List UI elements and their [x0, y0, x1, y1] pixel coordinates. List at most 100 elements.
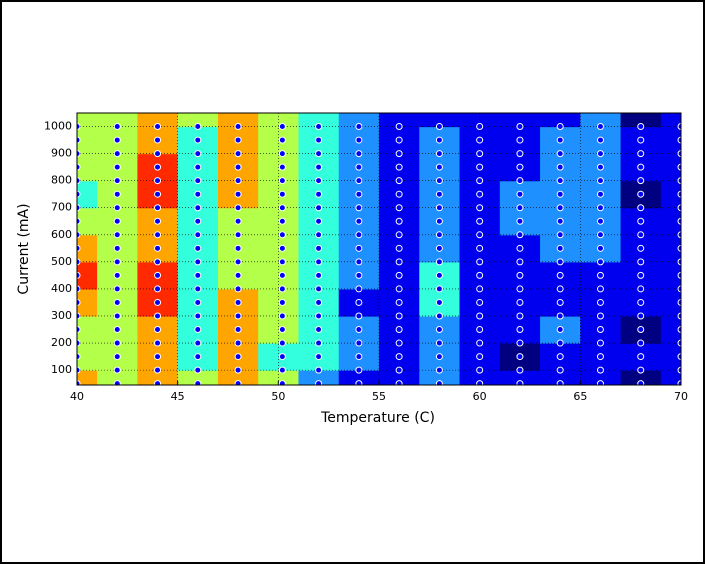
sample-point [234, 190, 242, 198]
sample-point [278, 136, 286, 144]
contour-cell [137, 370, 179, 385]
contour-cell [177, 113, 219, 128]
sample-point [637, 312, 645, 320]
x-axis-label: Temperature (C) [320, 410, 435, 426]
sample-point [315, 258, 323, 266]
sample-point [315, 163, 323, 171]
y-tick-label: 1000 [44, 120, 72, 133]
contour-cell [77, 370, 98, 385]
sample-point [113, 298, 121, 306]
sample-point [516, 339, 524, 347]
contour-cell [660, 207, 681, 236]
sample-point [355, 177, 363, 185]
sample-point [516, 190, 524, 198]
sample-point [154, 177, 162, 185]
sample-point [194, 285, 202, 293]
sample-point [637, 163, 645, 171]
sample-point [596, 231, 604, 239]
sample-point [637, 298, 645, 306]
sample-point [77, 339, 81, 347]
contour-cell [580, 113, 622, 128]
sample-point [476, 366, 484, 374]
sample-point [476, 285, 484, 293]
sample-point [476, 190, 484, 198]
sample-point [355, 366, 363, 374]
sample-point [355, 285, 363, 293]
sample-point [154, 353, 162, 361]
sample-point [435, 298, 443, 306]
sample-point [596, 150, 604, 158]
sample-point [677, 258, 681, 266]
sample-point [435, 353, 443, 361]
sample-point [516, 298, 524, 306]
sample-point [154, 271, 162, 279]
sample-point [637, 150, 645, 158]
sample-point [556, 353, 564, 361]
sample-point [278, 298, 286, 306]
sample-point [596, 366, 604, 374]
sample-point [596, 285, 604, 293]
sample-point [278, 366, 286, 374]
sample-point [637, 326, 645, 334]
contour-cell [499, 113, 541, 128]
sample-point [278, 326, 286, 334]
sample-point [476, 339, 484, 347]
contour-cell [540, 370, 581, 385]
sample-point [596, 163, 604, 171]
sample-point [194, 326, 202, 334]
sample-point [556, 380, 564, 385]
y-tick-label: 600 [51, 228, 72, 241]
sample-point [194, 123, 202, 131]
sample-point [234, 217, 242, 225]
contour-cell [660, 153, 681, 182]
contour-cell [620, 370, 662, 385]
sample-point [355, 231, 363, 239]
sample-point [113, 312, 121, 320]
sample-point [435, 217, 443, 225]
sample-point [278, 380, 286, 385]
sample-point [154, 231, 162, 239]
sample-point [435, 326, 443, 334]
sample-point [596, 353, 604, 361]
y-tick-label: 800 [51, 174, 72, 187]
sample-point [154, 163, 162, 171]
sample-point [154, 217, 162, 225]
sample-points [77, 123, 681, 385]
x-tick-label: 70 [674, 390, 688, 403]
contour-cell [258, 207, 300, 236]
sample-point [677, 353, 681, 361]
sample-point [395, 190, 403, 198]
y-tick-label: 400 [51, 282, 72, 295]
contour-cell [77, 113, 98, 128]
sample-point [77, 312, 81, 320]
sample-point [395, 150, 403, 158]
sample-point [355, 136, 363, 144]
sample-point [77, 353, 81, 361]
sample-point [677, 285, 681, 293]
contour-cell [660, 288, 681, 317]
sample-point [315, 326, 323, 334]
sample-point [637, 136, 645, 144]
sample-point [113, 163, 121, 171]
sample-point [556, 298, 564, 306]
sample-point [154, 366, 162, 374]
sample-point [113, 136, 121, 144]
sample-point [556, 231, 564, 239]
contour-cell [660, 315, 681, 344]
sample-point [154, 150, 162, 158]
contour-cell [258, 126, 300, 155]
x-tick-label: 60 [473, 390, 487, 403]
sample-point [194, 190, 202, 198]
sample-point [596, 177, 604, 185]
sample-point [278, 150, 286, 158]
sample-point [77, 298, 81, 306]
sample-point [154, 190, 162, 198]
sample-point [194, 217, 202, 225]
sample-point [476, 163, 484, 171]
sample-point [677, 326, 681, 334]
contour-cell [258, 261, 300, 290]
sample-point [677, 366, 681, 374]
sample-point [113, 258, 121, 266]
sample-point [113, 150, 121, 158]
sample-point [435, 285, 443, 293]
